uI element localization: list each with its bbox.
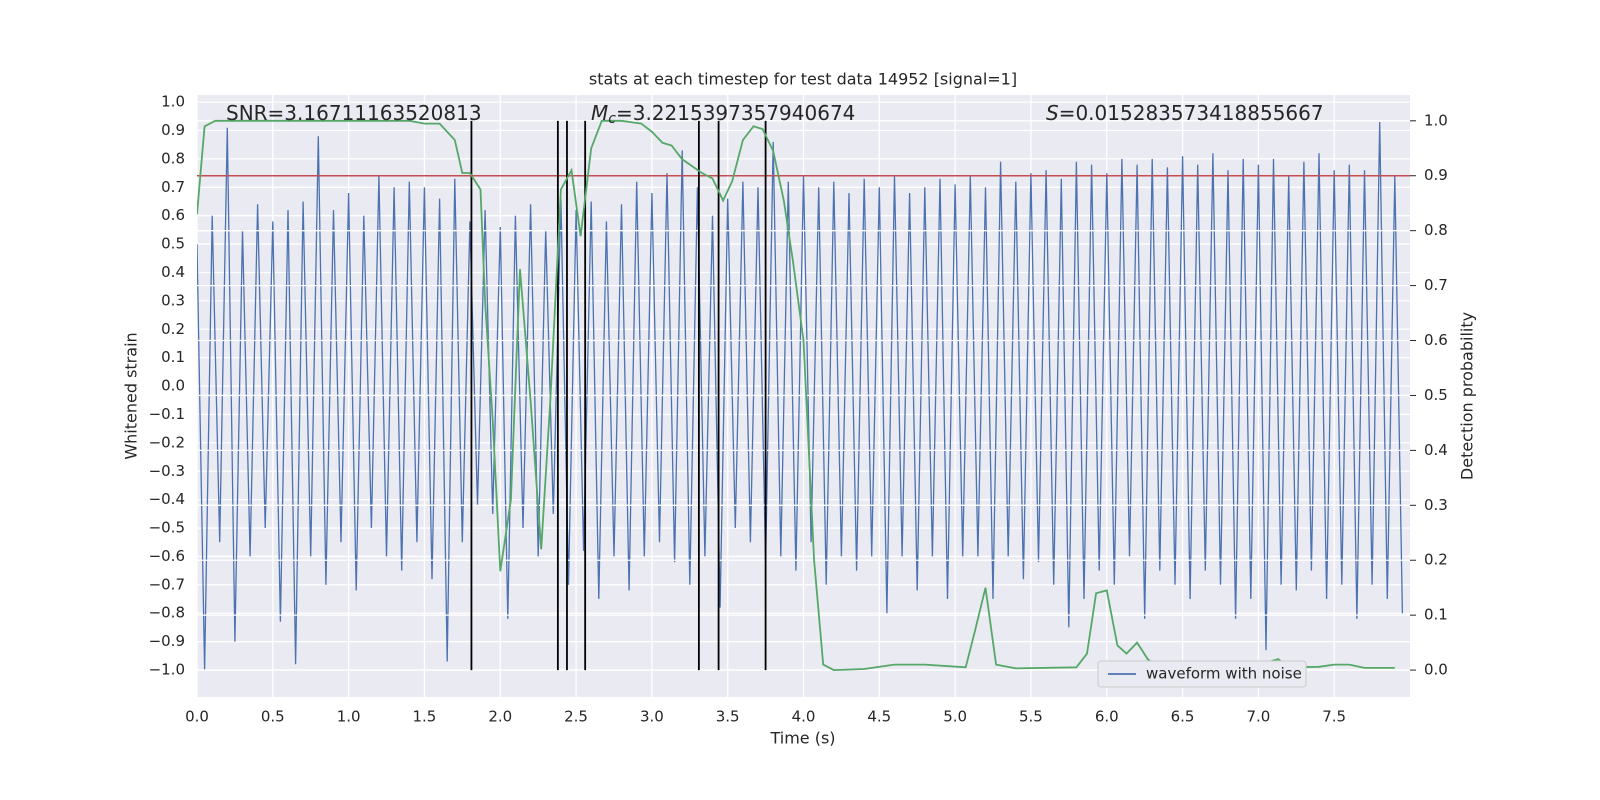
y-tick-label: −0.5 [149,519,185,537]
y-tick-label: 0.7 [161,178,185,196]
annotation-symbol: S [1046,101,1059,125]
x-tick-label: 2.0 [488,708,512,726]
y2-tick-label: 0.5 [1424,386,1448,404]
y-tick-label: −0.9 [149,632,185,650]
y-tick-label: −0.3 [149,462,185,480]
y-tick-label: 0.6 [161,206,185,224]
annotation-text: =0.015283573418855667 [1059,101,1324,125]
x-tick-label: 6.0 [1095,708,1119,726]
y-tick-label: 0.5 [161,235,185,253]
y-tick-label: −0.6 [149,547,185,565]
y2-tick-label: 0.3 [1424,496,1448,514]
annotation: SNR=3.16711163520813 [226,101,482,125]
y2-tick-label: 0.9 [1424,166,1448,184]
y-tick-label: −0.4 [149,490,185,508]
y2-tick-label: 0.6 [1424,331,1448,349]
y-tick-label: 0.4 [161,263,185,281]
y-tick-label: −0.1 [149,405,185,423]
y2-tick-label: 0.0 [1424,661,1448,679]
y-tick-label: 1.0 [161,93,185,111]
y-tick-label: 0.8 [161,149,185,167]
y2-tick-label: 0.1 [1424,606,1448,624]
legend-box [1097,660,1307,688]
y-tick-label: −0.2 [149,433,185,451]
x-tick-label: 7.5 [1322,708,1346,726]
x-tick-label: 6.5 [1171,708,1195,726]
y-tick-label: 0.9 [161,121,185,139]
annotation-symbol: M [591,101,608,125]
y2-tick-label: 0.7 [1424,276,1448,294]
y2-tick-label: 0.4 [1424,441,1448,459]
annotation: S=0.015283573418855667 [1046,101,1324,125]
y-tick-label: 0.1 [161,348,185,366]
x-tick-label: 2.5 [564,708,588,726]
x-tick-label: 4.5 [867,708,891,726]
y-tick-label: 0.2 [161,320,185,338]
y-tick-label: 0.0 [161,377,185,395]
annotation-text: SNR=3.16711163520813 [226,101,482,125]
y-tick-label: −1.0 [149,661,185,679]
x-tick-label: 3.0 [640,708,664,726]
y-tick-label: −0.8 [149,604,185,622]
x-tick-label: 4.0 [792,708,816,726]
x-tick-label: 3.5 [716,708,740,726]
y2-tick-label: 1.0 [1424,111,1448,129]
annotation-text: =3.2215397357940674 [616,101,855,125]
y-tick-label: 0.3 [161,291,185,309]
x-tick-label: 0.5 [261,708,285,726]
x-tick-label: 5.0 [943,708,967,726]
x-tick-label: 1.5 [413,708,437,726]
y-axis-label: Whitened strain [122,332,141,459]
y-tick-label: −0.7 [149,575,185,593]
annotation: Mc=3.2215397357940674 [591,101,855,128]
y2-tick-label: 0.8 [1424,221,1448,239]
x-tick-label: 0.0 [185,708,209,726]
series-line [197,119,1395,672]
legend-label: waveform with noise [1146,665,1302,683]
chart-title: stats at each timestep for test data 149… [589,70,1017,89]
series-line [197,121,1404,671]
x-tick-label: 1.0 [337,708,361,726]
annotation-subscript: c [608,111,616,127]
y2-tick-label: 0.2 [1424,551,1448,569]
y2-axis-label: Detection probability [1458,312,1477,480]
x-tick-label: 5.5 [1019,708,1043,726]
x-axis-label: Time (s) [769,729,835,748]
x-tick-label: 7.0 [1246,708,1270,726]
